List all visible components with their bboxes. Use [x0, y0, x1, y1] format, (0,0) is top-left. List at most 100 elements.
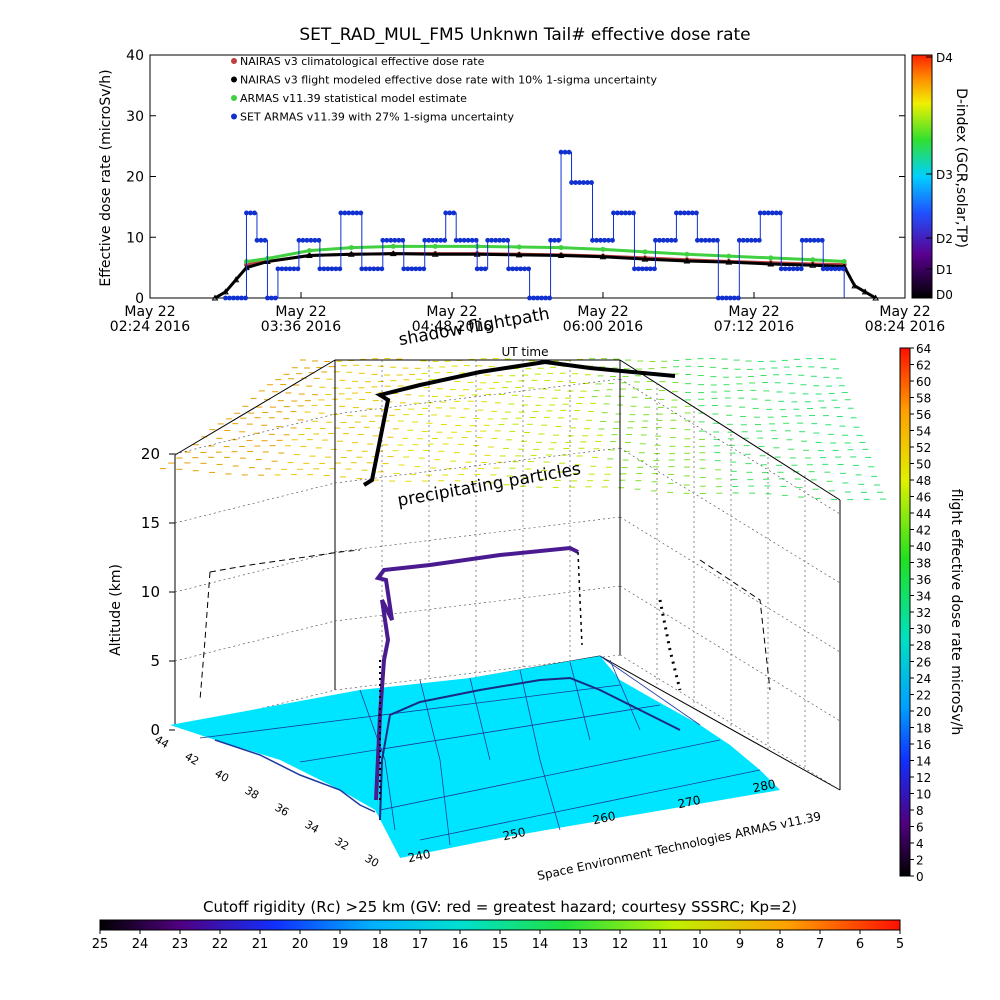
x-tick-date: May 22	[728, 304, 779, 320]
border-line	[359, 689, 396, 831]
lat-tick-label: 36	[272, 801, 291, 819]
legend-marker	[231, 58, 237, 64]
lat-tick-label: 34	[302, 818, 321, 836]
projection-line	[199, 571, 211, 701]
d-index-tick-label: D4	[936, 51, 953, 65]
data-point	[683, 257, 691, 264]
dose-tick-label: 22	[916, 689, 931, 703]
data-point	[515, 251, 523, 258]
data-point	[465, 237, 471, 243]
data-point	[678, 210, 683, 216]
data-point	[698, 237, 704, 243]
d-index-ticks: D0 D1 D2 D3 D4	[926, 51, 953, 302]
data-point	[350, 210, 356, 216]
dose-tick-label: 36	[916, 573, 931, 587]
dose-tick-label: 38	[916, 557, 931, 571]
precipitating-particles-label: precipitating particles	[396, 459, 583, 511]
grid-line	[619, 447, 841, 584]
data-point	[531, 295, 536, 301]
data-point	[832, 266, 838, 272]
data-point	[222, 288, 229, 295]
data-point	[767, 260, 775, 267]
dose-tick-label: 26	[916, 656, 931, 670]
y-tick-label: 20	[126, 170, 144, 186]
data-point	[329, 266, 335, 272]
data-point	[682, 210, 687, 216]
data-point	[258, 237, 264, 243]
map-surface	[170, 655, 780, 860]
data-point	[438, 237, 444, 243]
flight-track	[374, 545, 579, 801]
data-point	[304, 237, 310, 243]
dose-rate-panel: SET_RAD_MUL_FM5 Unknwn Tail# effective d…	[98, 25, 969, 335]
data-point	[265, 295, 270, 301]
lat-tick-label: 42	[182, 750, 201, 768]
x-tick-date: May 22	[124, 304, 175, 320]
data-point	[346, 210, 352, 216]
data-point	[396, 237, 402, 243]
d-index-tick-label: D3	[936, 168, 953, 182]
data-point	[611, 210, 616, 216]
y-tick-label: 30	[126, 109, 144, 125]
top-legend: NAIRAS v3 climatological effective dose …	[231, 55, 657, 124]
data-point	[573, 180, 578, 185]
projection-line	[209, 549, 361, 573]
data-point	[684, 251, 690, 257]
x-tick-time: 07:12 2016	[714, 319, 795, 335]
data-point	[581, 180, 586, 185]
dose-tick-label: 0	[916, 870, 924, 884]
grid-line	[334, 516, 621, 553]
data-point	[453, 237, 459, 243]
lon-tick-label: 250	[502, 825, 527, 843]
data-point	[244, 210, 249, 216]
data-point	[769, 210, 775, 216]
border-line	[599, 655, 701, 726]
dose-tick-label: 20	[916, 705, 931, 719]
data-point	[306, 248, 312, 254]
dose-tick-label: 52	[916, 441, 931, 455]
dose-tick-label: 28	[916, 639, 931, 653]
data-point	[295, 266, 301, 272]
data-point	[702, 237, 708, 243]
lat-tick-label: 44	[152, 733, 171, 751]
cutoff-tick-label: 8	[776, 937, 784, 952]
cutoff-tick-label: 25	[92, 937, 109, 952]
dose-tick-label: 42	[916, 524, 931, 538]
data-point	[232, 276, 240, 283]
data-point	[719, 295, 725, 301]
cutoff-tick-label: 16	[452, 937, 469, 952]
data-point	[619, 210, 624, 216]
data-point	[736, 237, 742, 243]
cutoff-tick-label: 13	[572, 937, 589, 952]
dose-tick-label: 48	[916, 474, 931, 488]
border-line	[519, 669, 561, 831]
cutoff-tick-label: 12	[612, 937, 629, 952]
lon-tick-label: 280	[752, 777, 777, 795]
data-point	[819, 237, 825, 243]
dose-tick-label: 14	[916, 755, 931, 769]
data-point	[296, 237, 302, 243]
box-edge	[599, 655, 841, 791]
data-point	[615, 210, 620, 216]
data-point	[661, 237, 666, 243]
data-point	[243, 295, 248, 301]
dose-series-group	[211, 149, 879, 301]
data-point	[405, 266, 411, 272]
cutoff-tick-label: 22	[212, 937, 229, 952]
data-point	[600, 246, 606, 252]
border-line	[569, 661, 591, 741]
dose-tick-label: 60	[916, 375, 931, 389]
data-point	[799, 237, 805, 243]
data-point	[623, 210, 628, 216]
grid-line	[334, 378, 621, 415]
grid-line	[619, 516, 841, 653]
border-line	[609, 659, 641, 731]
lon-tick-label: 260	[592, 809, 617, 827]
series-2	[243, 243, 847, 265]
data-point	[735, 295, 741, 301]
data-point	[547, 295, 552, 301]
data-point	[400, 237, 406, 243]
data-point	[325, 266, 331, 272]
lon-tick-label: 240	[407, 847, 432, 865]
